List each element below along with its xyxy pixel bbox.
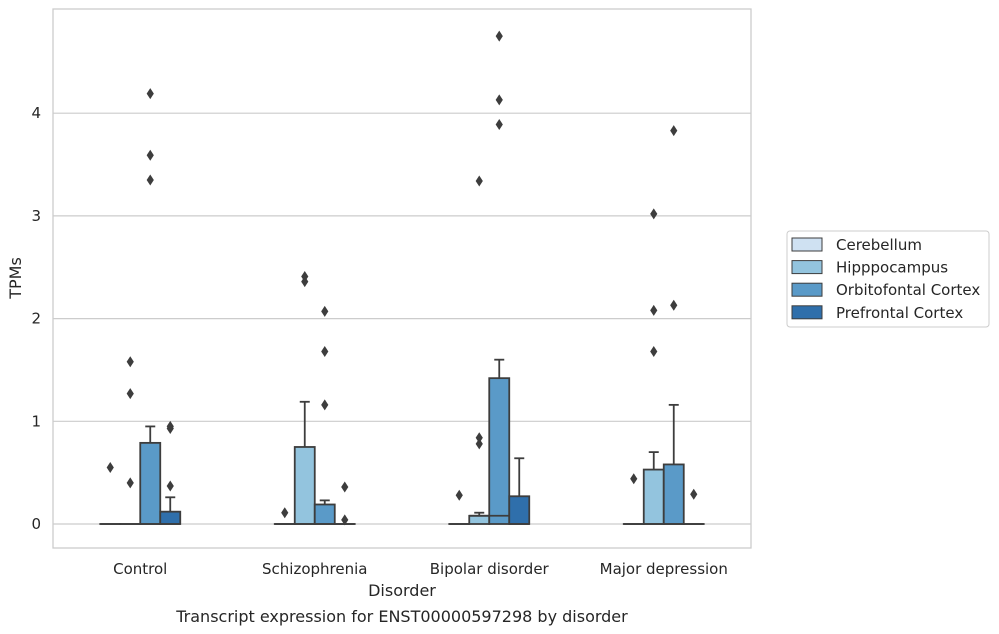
legend-frame: [786, 230, 990, 328]
outlier-point: [166, 420, 174, 432]
box-prefrontal-cortex-control: [159, 496, 182, 525]
outlier-point: [126, 356, 134, 368]
boxes: [99, 358, 705, 525]
outlier-point: [341, 481, 349, 493]
y-tick-labels: 0 1 2 3 4: [31, 104, 41, 533]
outlier-point: [495, 94, 503, 106]
box-hipppocampus-bipolar-disorder: [468, 511, 491, 525]
chart-caption: Transcript expression for ENST0000059729…: [175, 607, 628, 626]
box-orbitofontal-cortex-bipolar-disorder: [488, 358, 511, 525]
y-axis-label: TPMs: [6, 257, 25, 300]
outlier-point: [475, 432, 483, 444]
outlier-point: [321, 345, 329, 357]
legend-swatch: [791, 260, 823, 275]
x-tick-label: Schizophrenia: [262, 560, 367, 578]
outlier-point: [690, 488, 698, 500]
outlier-point: [650, 345, 658, 357]
x-tick-label: Major depression: [600, 560, 728, 578]
outlier-point: [630, 473, 638, 485]
outlier-point: [475, 175, 483, 187]
box-prefrontal-cortex-bipolar-disorder: [508, 457, 531, 525]
y-tick-label: 4: [31, 104, 41, 122]
legend-swatch: [791, 237, 823, 252]
outlier-point: [321, 305, 329, 317]
y-tick-label: 1: [31, 412, 41, 430]
box-orbitofontal-cortex-schizophrenia: [313, 499, 336, 525]
outlier-point: [166, 480, 174, 492]
legend-swatch: [791, 282, 823, 297]
outlier-point: [670, 125, 678, 137]
box-body: [508, 495, 531, 525]
legend-label: Prefrontal Cortex: [836, 304, 963, 322]
box-body: [662, 463, 685, 525]
box-body: [293, 446, 316, 525]
plot-frame: [52, 8, 752, 549]
outlier-point: [670, 299, 678, 311]
outlier-point: [321, 399, 329, 411]
x-tick-label: Bipolar disorder: [430, 560, 550, 578]
legend: Cerebellum Hipppocampus Orbitofontal Corte…: [786, 230, 990, 328]
y-tick-label: 3: [31, 207, 41, 225]
box-hipppocampus-major-depression: [642, 451, 665, 525]
legend-label: Orbitofontal Cortex: [836, 281, 980, 299]
box-orbitofontal-cortex-major-depression: [662, 403, 685, 525]
outlier-point: [650, 208, 658, 220]
x-tick-label: Control: [113, 560, 167, 578]
outlier-point: [301, 270, 309, 282]
outlier-point: [281, 507, 289, 519]
legend-swatch: [791, 305, 823, 320]
box-body: [488, 377, 511, 525]
outlier-point: [146, 88, 154, 100]
x-axis-label: Disorder: [368, 581, 436, 600]
outlier-point: [146, 149, 154, 161]
legend-label: Hipppocampus: [836, 259, 948, 277]
legend-label: Cerebellum: [836, 236, 922, 254]
box-body: [468, 514, 491, 525]
y-tick-label: 0: [31, 515, 41, 533]
outlier-point: [475, 438, 483, 450]
outlier-point: [146, 174, 154, 186]
outlier-point: [455, 489, 463, 501]
outlier-point: [341, 514, 349, 526]
outlier-point: [495, 118, 503, 130]
outliers: [106, 30, 698, 526]
box-body: [642, 468, 665, 525]
box-hipppocampus-schizophrenia: [293, 400, 316, 525]
outlier-point: [126, 388, 134, 400]
outlier-point: [650, 304, 658, 316]
box-body: [139, 441, 162, 525]
outlier-point: [106, 462, 114, 474]
x-tick-labels: Control Schizophrenia Bipolar disorder Majo…: [113, 560, 728, 578]
box-body: [159, 510, 182, 525]
y-tick-label: 2: [31, 310, 41, 328]
outlier-point: [126, 477, 134, 489]
box-body: [313, 503, 336, 525]
outlier-point: [495, 30, 503, 42]
box-orbitofontal-cortex-control: [139, 425, 162, 525]
